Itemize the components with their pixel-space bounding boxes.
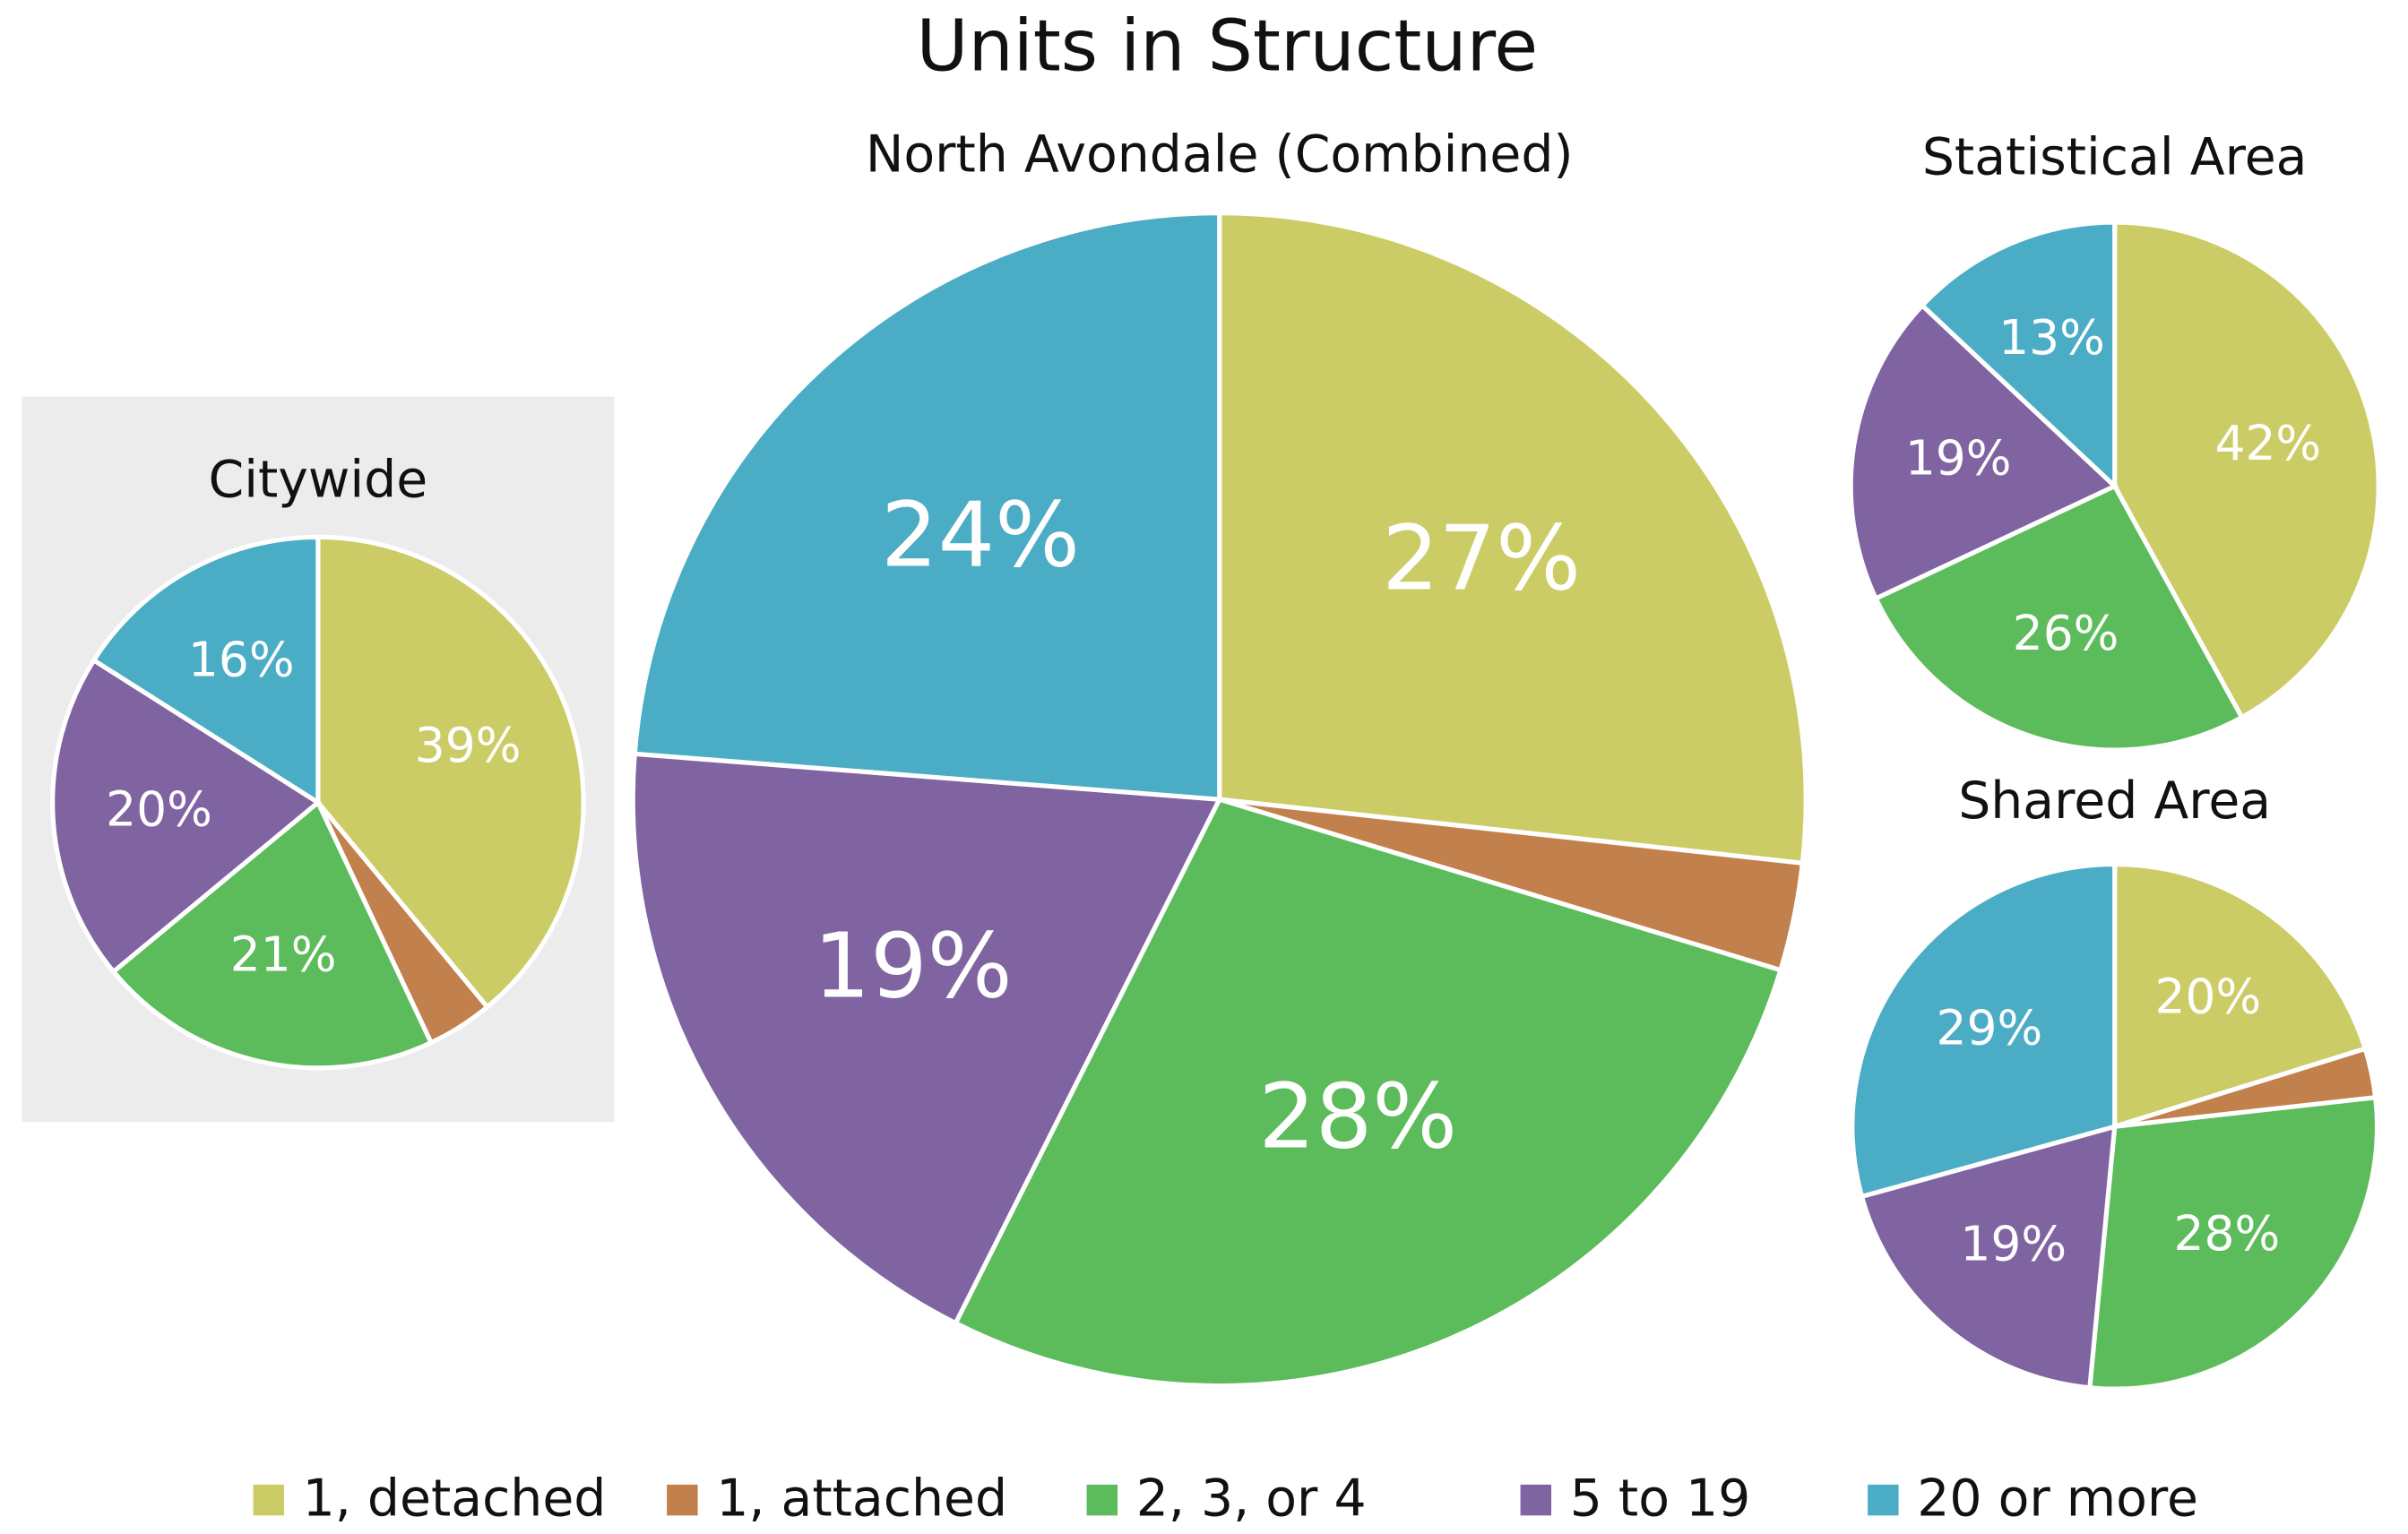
data-label: 19% <box>1905 430 2012 487</box>
data-label: 13% <box>1998 309 2105 366</box>
pie-slice <box>91 534 321 807</box>
pie-slice <box>2112 220 2381 721</box>
pie-title: Citywide <box>209 451 428 510</box>
legend-swatch <box>667 1484 698 1516</box>
legend-swatch <box>1086 1484 1118 1516</box>
legend-label: 1, attached <box>716 1469 1007 1528</box>
data-label: 26% <box>2013 605 2119 661</box>
pie-slice <box>315 534 586 1011</box>
data-label: 19% <box>814 913 1013 1018</box>
pie-title: North Avondale (Combined) <box>866 125 1574 184</box>
pie-slice <box>1859 1123 2118 1391</box>
legend-swatch <box>1520 1484 1552 1516</box>
pie-slice <box>1919 220 2118 492</box>
pie-slice <box>50 657 323 976</box>
pie-slice <box>952 797 1784 1389</box>
pie-slice <box>1848 302 2119 602</box>
pie-slice <box>109 798 435 1071</box>
data-label: 28% <box>1258 1064 1457 1169</box>
data-label: 24% <box>881 482 1080 587</box>
pie-slice <box>1217 211 1808 866</box>
pie-slice <box>1872 483 2246 753</box>
data-label: 20% <box>2155 968 2262 1024</box>
chart-title: Units in Structure <box>917 4 1539 87</box>
legend-label: 1, detached <box>303 1469 607 1528</box>
legend-label: 5 to 19 <box>1570 1469 1751 1528</box>
legend-swatch <box>1868 1484 1899 1516</box>
data-label: 20% <box>106 780 212 837</box>
pie-title: Statistical Area <box>1922 128 2308 187</box>
data-label: 16% <box>188 631 295 687</box>
data-label: 19% <box>1960 1216 2067 1272</box>
legend-label: 2, 3, or 4 <box>1136 1469 1367 1528</box>
pie-title: Shared Area <box>1958 771 2271 831</box>
pie-slice <box>2112 861 2369 1130</box>
data-label: 42% <box>2215 415 2322 471</box>
legend-swatch <box>253 1484 284 1516</box>
data-label: 27% <box>1382 505 1581 610</box>
legend-label: 20 or more <box>1917 1469 2198 1528</box>
pie-slice <box>1850 861 2118 1200</box>
pie-slice <box>2087 1094 2380 1392</box>
data-label: 21% <box>230 926 337 983</box>
pie-slice <box>632 211 1222 802</box>
pie-slice <box>630 751 1223 1327</box>
data-label: 29% <box>1937 1000 2043 1056</box>
data-label: 39% <box>415 717 522 773</box>
data-label: 28% <box>2174 1205 2281 1262</box>
